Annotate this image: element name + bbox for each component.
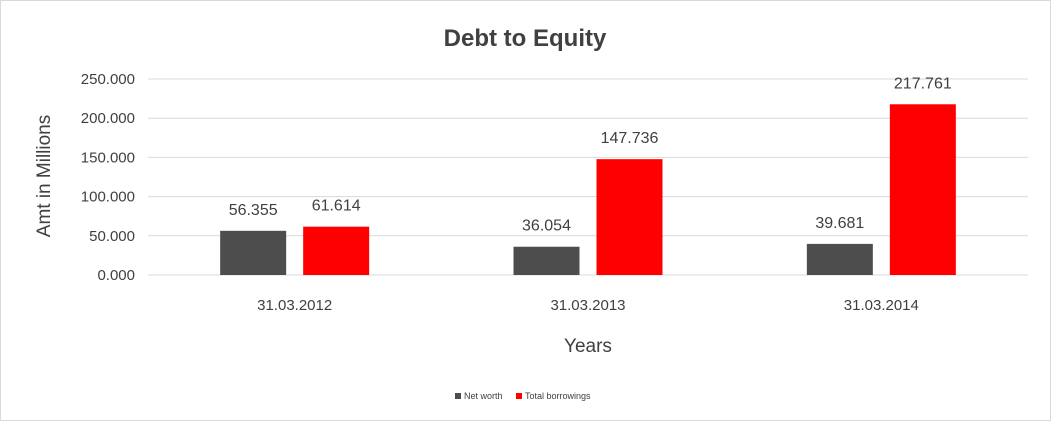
bar-total-borrowings (889, 104, 956, 275)
x-tick-label: 31.03.2013 (550, 297, 625, 314)
data-label: 39.681 (815, 215, 864, 232)
legend-item: Net worth (455, 391, 503, 401)
data-label: 36.054 (522, 218, 571, 235)
y-axis-ticks: 0.000 50.000 100.000 150.000 200.000 250.000 (81, 71, 135, 284)
y-tick-label: 150.000 (81, 149, 135, 166)
bar-total-borrowings (303, 226, 370, 275)
legend-item: Total borrowings (516, 391, 591, 401)
legend-label: Net worth (464, 391, 503, 401)
x-tick-label: 31.03.2012 (257, 297, 332, 314)
chart-title: Debt to Equity (444, 25, 607, 52)
data-label: 56.355 (229, 202, 278, 219)
bars (220, 104, 956, 275)
bar-net-worth (220, 230, 287, 275)
y-tick-label: 0.000 (97, 267, 135, 284)
legend-label: Total borrowings (525, 391, 591, 401)
legend-swatch (516, 393, 522, 399)
x-axis-ticks: 31.03.2012 31.03.2013 31.03.2014 (257, 297, 919, 314)
legend: Net worth Total borrowings (455, 391, 591, 401)
data-label: 217.761 (894, 75, 952, 92)
data-label: 147.736 (601, 130, 659, 147)
x-tick-label: 31.03.2014 (844, 297, 919, 314)
bar-net-worth (806, 243, 873, 275)
y-tick-label: 100.000 (81, 189, 135, 206)
gridlines (148, 78, 1028, 276)
data-labels: 56.355 61.614 36.054 147.736 39.681 217.761 (229, 75, 952, 234)
y-tick-label: 50.000 (89, 228, 135, 245)
bar-net-worth (513, 246, 580, 275)
y-tick-label: 200.000 (81, 110, 135, 127)
y-axis-title: Amt in Millions (34, 115, 55, 237)
x-axis-title: Years (564, 336, 612, 357)
y-tick-label: 250.000 (81, 71, 135, 88)
bar-total-borrowings (596, 159, 663, 275)
legend-swatch (455, 393, 461, 399)
data-label: 61.614 (312, 198, 361, 215)
